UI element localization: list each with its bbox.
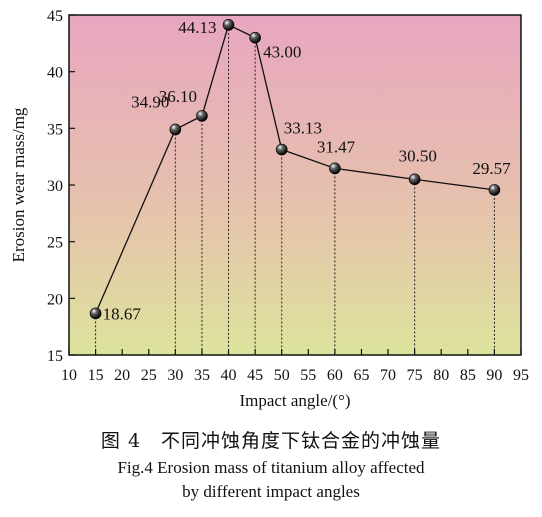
figure-caption-chinese: 图 4 不同冲蚀角度下钛合金的冲蚀量 xyxy=(100,430,442,452)
y-tick-label: 45 xyxy=(47,8,63,25)
x-tick-label: 90 xyxy=(486,367,502,384)
x-tick-label: 95 xyxy=(513,367,529,384)
x-tick-label: 30 xyxy=(167,367,183,384)
x-tick-label: 10 xyxy=(61,367,77,384)
data-point xyxy=(196,110,208,122)
data-label: 44.13 xyxy=(178,18,216,37)
plot-area xyxy=(68,14,522,356)
data-point xyxy=(249,31,261,44)
data-point xyxy=(329,162,341,175)
data-point xyxy=(89,307,102,320)
x-tick-label: 65 xyxy=(353,367,369,384)
x-tick-label: 20 xyxy=(114,367,130,384)
x-tick-label: 85 xyxy=(460,367,476,384)
x-tick-label: 70 xyxy=(380,367,396,384)
x-tick-label: 55 xyxy=(300,367,316,384)
x-tick-label: 25 xyxy=(141,367,157,384)
y-tick-label: 40 xyxy=(47,65,63,82)
data-label: 31.47 xyxy=(317,137,356,156)
y-tick-label: 15 xyxy=(47,348,63,365)
data-label: 43.00 xyxy=(263,43,301,62)
x-axis-label: Impact angle/(°) xyxy=(239,391,350,410)
data-label: 29.57 xyxy=(472,159,511,178)
y-axis-label: Erosion wear mass/mg xyxy=(9,107,28,262)
x-tick-label: 80 xyxy=(433,367,449,384)
data-point xyxy=(488,184,501,196)
y-tick-label: 25 xyxy=(47,235,63,252)
y-tick-label: 20 xyxy=(47,291,63,308)
figure-caption-english-line1: Fig.4 Erosion mass of titanium alloy aff… xyxy=(117,458,425,477)
data-label: 36.10 xyxy=(159,87,197,106)
x-tick-label: 75 xyxy=(407,367,423,384)
data-label: 33.13 xyxy=(284,119,322,138)
data-point xyxy=(222,19,235,31)
figure-caption-english-line2: by different impact angles xyxy=(182,482,360,501)
data-point xyxy=(408,173,421,186)
y-tick-label: 35 xyxy=(47,121,63,138)
x-tick-label: 50 xyxy=(274,367,290,384)
data-label: 30.50 xyxy=(399,146,437,165)
y-tick-label: 30 xyxy=(47,178,63,195)
data-label: 18.67 xyxy=(103,304,142,323)
x-tick-label: 45 xyxy=(247,367,263,384)
x-tick-label: 15 xyxy=(88,367,104,384)
data-point xyxy=(275,143,288,156)
x-tick-label: 60 xyxy=(327,367,343,384)
data-point xyxy=(169,123,182,136)
x-tick-label: 35 xyxy=(194,367,210,384)
data-label: 34.90 xyxy=(131,92,169,111)
erosion-chart: 10 15 20 25 30 35 40 45 50 55 60 65 70 75 80 85 90 95 15 2… xyxy=(9,8,529,410)
x-tick-label: 40 xyxy=(221,367,237,384)
